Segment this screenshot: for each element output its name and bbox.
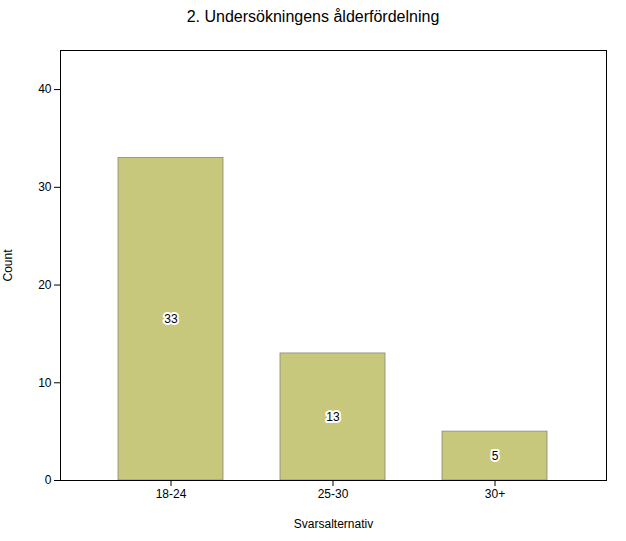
svg-text:13: 13 <box>326 410 340 424</box>
svg-text:25-30: 25-30 <box>318 487 349 501</box>
svg-text:20: 20 <box>38 278 52 292</box>
svg-text:Count: Count <box>1 249 15 282</box>
svg-text:18-24: 18-24 <box>156 487 187 501</box>
svg-text:30: 30 <box>38 180 52 194</box>
svg-text:33: 33 <box>164 312 178 326</box>
svg-text:5: 5 <box>492 449 499 463</box>
html-text:2. Undersökningens ålderfördel: 2. Undersökningens ålderfördelning <box>186 8 440 25</box>
svg-text:40: 40 <box>38 82 52 96</box>
svg-text:30+: 30+ <box>485 487 505 501</box>
svg-text:10: 10 <box>38 376 52 390</box>
svg-text:0: 0 <box>45 473 52 487</box>
svg-text:Svarsalternativ: Svarsalternativ <box>294 517 373 531</box>
